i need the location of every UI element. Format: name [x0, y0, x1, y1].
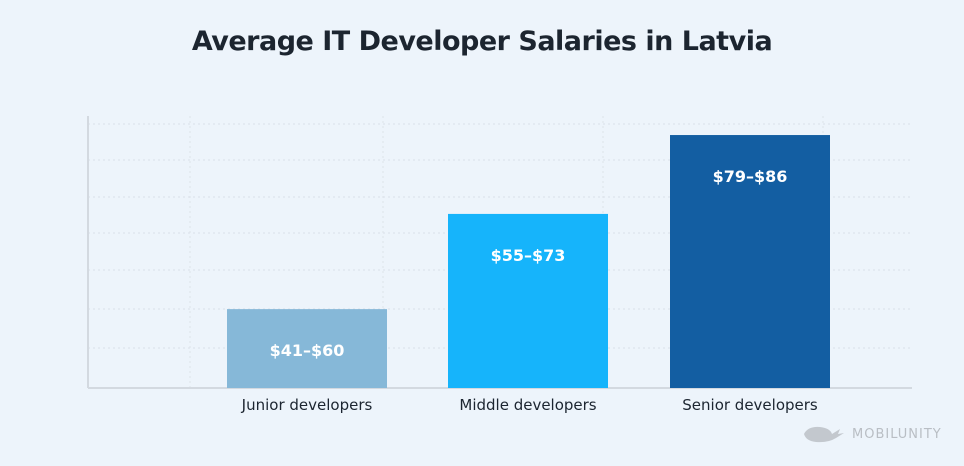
chart-title: Average IT Developer Salaries in Latvia — [191, 26, 773, 57]
bar — [448, 213, 608, 388]
bar — [670, 135, 830, 388]
data-label: $79–$86 — [713, 167, 788, 186]
watermark-text: MOBILUNITY — [852, 426, 942, 442]
data-label: $41–$60 — [270, 341, 345, 360]
x-tick-label: Senior developers — [682, 396, 818, 414]
whale-icon — [804, 426, 844, 443]
x-tick-label: Middle developers — [459, 396, 596, 414]
mobilunity-logo: MOBILUNITY — [802, 424, 942, 444]
x-tick-label: Junior developers — [241, 396, 373, 414]
data-label: $55–$73 — [491, 246, 566, 265]
bar — [227, 309, 387, 388]
